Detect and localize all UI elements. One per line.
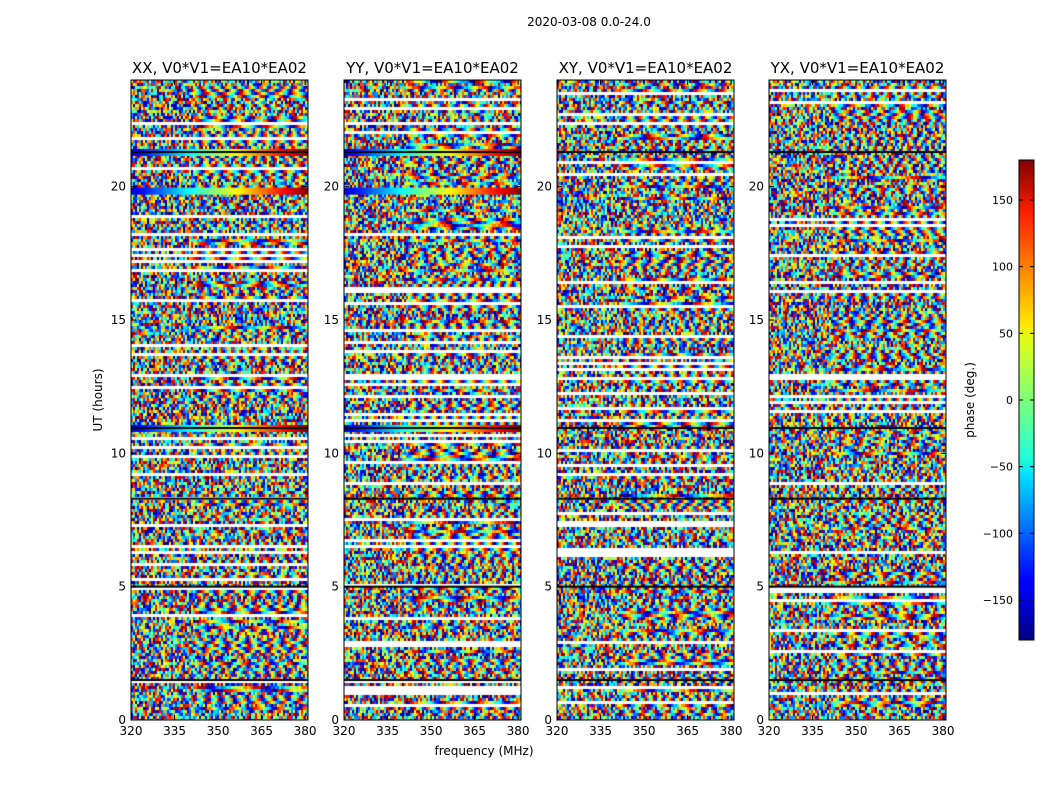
y-tick-label: 20 bbox=[324, 180, 339, 194]
x-tick-label: 335 bbox=[801, 724, 824, 738]
x-tick-label: 335 bbox=[163, 724, 186, 738]
heatmap-yy bbox=[344, 80, 521, 720]
y-tick-label: 15 bbox=[537, 313, 552, 327]
heatmap-xy bbox=[557, 80, 734, 720]
x-tick-label: 335 bbox=[589, 724, 612, 738]
x-tick-label: 320 bbox=[546, 724, 569, 738]
y-tick-label: 0 bbox=[118, 713, 126, 727]
x-tick-label: 380 bbox=[932, 724, 955, 738]
x-tick-label: 365 bbox=[463, 724, 486, 738]
x-tick-label: 380 bbox=[294, 724, 317, 738]
x-tick-label: 335 bbox=[376, 724, 399, 738]
y-tick-label: 0 bbox=[331, 713, 339, 727]
panel-yx: YX, V0*V1=EA10*EA02 320 335 350 365 380 0 5 10 15… bbox=[749, 59, 955, 738]
panel-yy: YY, V0*V1=EA10*EA02 320 335 350 365 380 0 5 10 15… bbox=[324, 59, 530, 738]
panel-frame bbox=[556, 79, 735, 721]
colorbar-tick-label: 100 bbox=[992, 261, 1013, 274]
y-tick-label: 20 bbox=[111, 180, 126, 194]
colorbar-tick-label: 150 bbox=[992, 194, 1013, 207]
x-tick-label: 350 bbox=[633, 724, 656, 738]
heatmap-canvas bbox=[769, 80, 946, 720]
y-tick-label: 0 bbox=[756, 713, 764, 727]
colorbar-label: phase (deg.) bbox=[963, 362, 977, 438]
x-tick-label: 365 bbox=[888, 724, 911, 738]
colorbar-tick-label: −50 bbox=[990, 461, 1013, 474]
x-tick-label: 320 bbox=[333, 724, 356, 738]
y-tick-label: 20 bbox=[749, 180, 764, 194]
x-tick-label: 350 bbox=[420, 724, 443, 738]
panel-frame bbox=[768, 79, 947, 721]
y-tick-label: 20 bbox=[537, 180, 552, 194]
y-tick-label: 10 bbox=[749, 446, 764, 460]
x-tick-label: 320 bbox=[758, 724, 781, 738]
y-tick-label: 15 bbox=[749, 313, 764, 327]
y-tick-label: 5 bbox=[756, 580, 764, 594]
y-tick-label: 5 bbox=[118, 580, 126, 594]
colorbar: phase (deg.) 150 100 50 0 −50 −100 −150 bbox=[963, 159, 1035, 641]
heatmap-xx bbox=[131, 80, 308, 720]
x-axis-label: frequency (MHz) bbox=[434, 744, 533, 758]
y-tick-label: 15 bbox=[111, 313, 126, 327]
figure-suptitle: 2020-03-08 0.0-24.0 bbox=[527, 15, 651, 29]
colorbar-tick-label: 0 bbox=[1006, 394, 1013, 407]
panels-group: XX, V0*V1=EA10*EA02 320 335 350 365 380 0 5 10 15… bbox=[111, 59, 955, 738]
heatmap-canvas bbox=[344, 80, 521, 720]
y-tick-label: 10 bbox=[111, 446, 126, 460]
panel-xx: XX, V0*V1=EA10*EA02 320 335 350 365 380 0 5 10 15… bbox=[111, 59, 317, 738]
y-tick-label: 10 bbox=[537, 446, 552, 460]
panel-title: YY, V0*V1=EA10*EA02 bbox=[345, 59, 519, 77]
panel-frame bbox=[343, 79, 522, 721]
panel-frame bbox=[130, 79, 309, 721]
x-tick-label: 380 bbox=[507, 724, 530, 738]
panel-title: XX, V0*V1=EA10*EA02 bbox=[132, 59, 307, 77]
panel-title: XY, V0*V1=EA10*EA02 bbox=[559, 59, 733, 77]
heatmap-yx bbox=[769, 80, 946, 720]
heatmap-canvas bbox=[557, 80, 734, 720]
panel-title: YX, V0*V1=EA10*EA02 bbox=[770, 59, 945, 77]
x-tick-label: 365 bbox=[676, 724, 699, 738]
colorbar-tick-label: −100 bbox=[983, 527, 1013, 540]
x-tick-label: 350 bbox=[845, 724, 868, 738]
x-tick-label: 365 bbox=[250, 724, 273, 738]
x-tick-label: 320 bbox=[120, 724, 143, 738]
y-tick-label: 10 bbox=[324, 446, 339, 460]
y-tick-label: 5 bbox=[544, 580, 552, 594]
y-tick-label: 0 bbox=[544, 713, 552, 727]
panel-xy: XY, V0*V1=EA10*EA02 320 335 350 365 380 0 5 10 15… bbox=[537, 59, 743, 738]
x-tick-label: 350 bbox=[207, 724, 230, 738]
y-axis-label: UT (hours) bbox=[91, 368, 105, 431]
colorbar-tick-label: 50 bbox=[999, 327, 1013, 340]
y-tick-label: 15 bbox=[324, 313, 339, 327]
colorbar-ticks: 150 100 50 0 −50 −100 −150 bbox=[983, 194, 1034, 607]
x-tick-label: 380 bbox=[720, 724, 743, 738]
y-tick-label: 5 bbox=[331, 580, 339, 594]
colorbar-tick-label: −150 bbox=[983, 594, 1013, 607]
heatmap-canvas bbox=[131, 80, 308, 720]
